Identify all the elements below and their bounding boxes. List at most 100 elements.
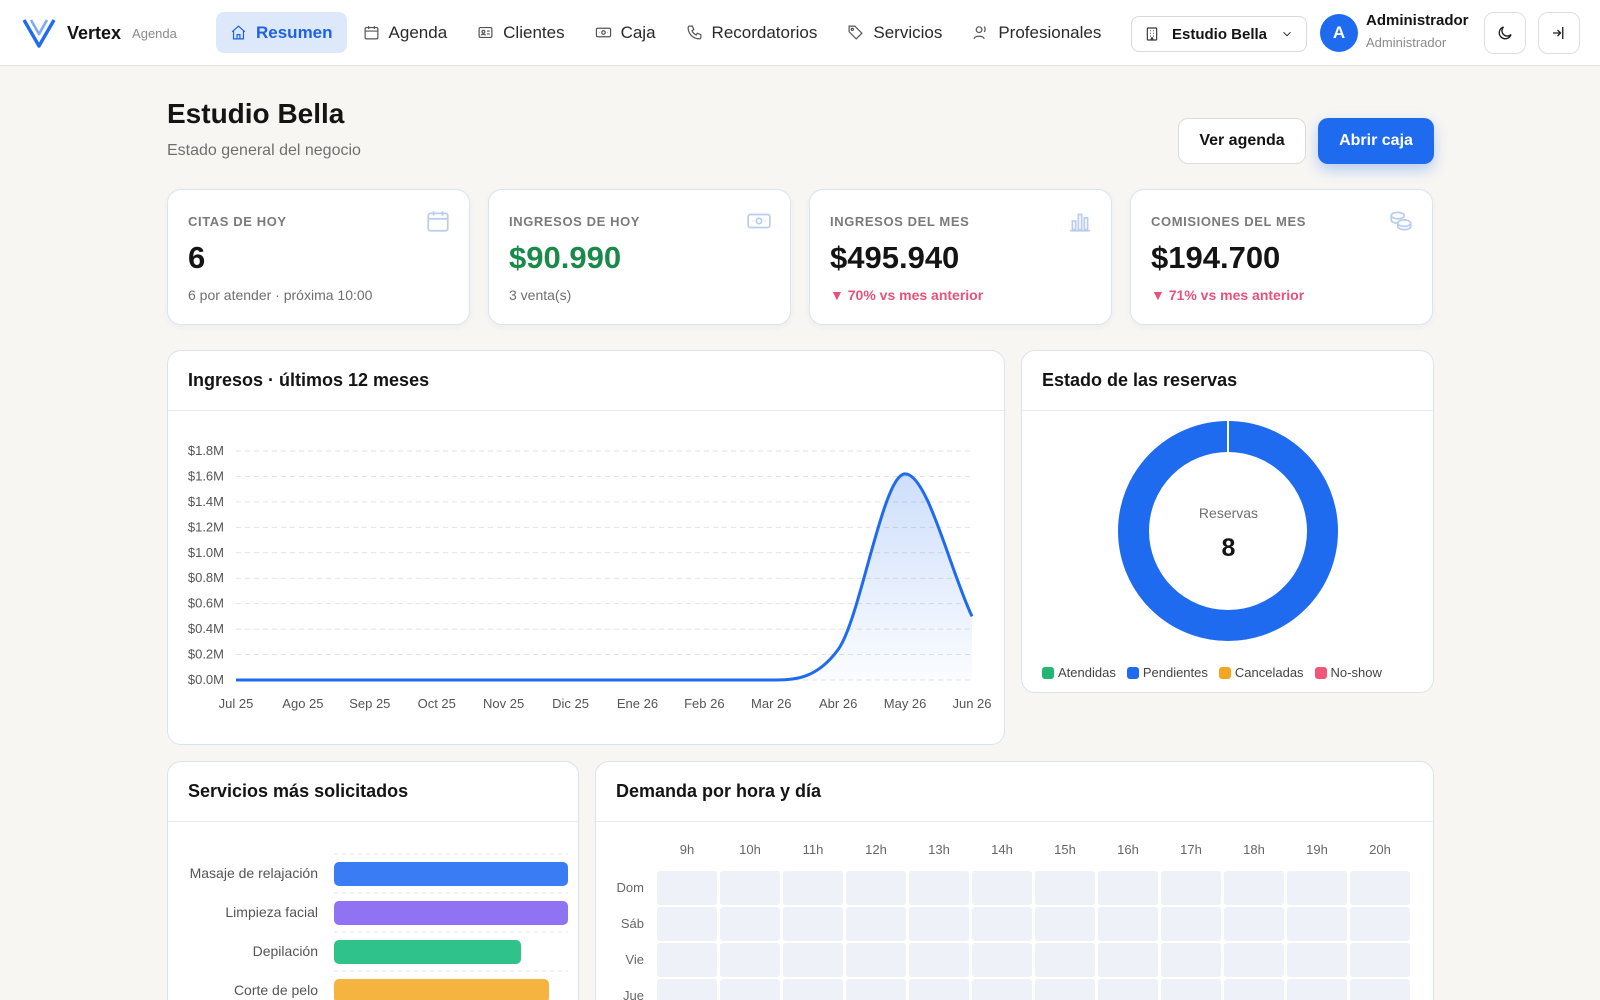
heatmap-cell[interactable]	[657, 871, 717, 905]
service-label: Depilación	[252, 943, 318, 959]
revenue-point[interactable]	[632, 675, 642, 685]
heatmap-cell[interactable]	[1287, 979, 1347, 1000]
service-row[interactable]: Masaje de relajación	[168, 858, 578, 888]
heatmap-cell[interactable]	[720, 871, 780, 905]
revenue-point[interactable]	[432, 675, 442, 685]
service-label: Corte de pelo	[233, 982, 318, 998]
nav-item-agenda[interactable]: Agenda	[349, 12, 462, 53]
revenue-point[interactable]	[499, 675, 509, 685]
heatmap-cell[interactable]	[657, 943, 717, 977]
legend-item-no-show[interactable]: No-show	[1314, 665, 1382, 680]
heatmap-cell[interactable]	[1350, 979, 1410, 1000]
day-label: Vie	[625, 952, 644, 967]
logout-icon	[1553, 27, 1564, 39]
nav-item-caja[interactable]: Caja	[581, 12, 670, 53]
heatmap-cell[interactable]	[1350, 871, 1410, 905]
revenue-point[interactable]	[900, 469, 910, 479]
heatmap-cell[interactable]	[909, 979, 969, 1000]
x-tick-label: Ago 25	[282, 696, 323, 711]
heatmap-cell[interactable]	[1287, 871, 1347, 905]
heatmap-cell[interactable]	[1287, 943, 1347, 977]
service-row[interactable]: Depilación	[168, 936, 578, 966]
heatmap-cell[interactable]	[1035, 871, 1095, 905]
heatmap-cell[interactable]	[783, 943, 843, 977]
heatmap-cell[interactable]	[720, 979, 780, 1000]
panel-title: Demanda por hora y día	[596, 762, 1433, 822]
nav-item-servicios[interactable]: Servicios	[833, 12, 956, 53]
heatmap-cell[interactable]	[783, 979, 843, 1000]
heatmap-cell[interactable]	[720, 943, 780, 977]
legend-item-pendientes[interactable]: Pendientes	[1126, 665, 1208, 680]
heatmap-cell[interactable]	[1224, 907, 1284, 941]
heatmap-cell[interactable]	[1035, 979, 1095, 1000]
nav-item-resumen[interactable]: Resumen	[216, 12, 347, 53]
heatmap-cell[interactable]	[1035, 907, 1095, 941]
heatmap-cell[interactable]	[720, 907, 780, 941]
revenue-point[interactable]	[766, 675, 776, 685]
heatmap-cell[interactable]	[1350, 907, 1410, 941]
nav-label: Caja	[620, 22, 656, 42]
heatmap-cell[interactable]	[1224, 943, 1284, 977]
heatmap-cell[interactable]	[1161, 871, 1221, 905]
heatmap-cell[interactable]	[972, 943, 1032, 977]
heatmap-cell[interactable]	[846, 943, 906, 977]
heatmap-cell[interactable]	[972, 907, 1032, 941]
heatmap-cell[interactable]	[783, 907, 843, 941]
y-tick-label: $0.6M	[188, 596, 224, 611]
calendar-icon	[364, 26, 379, 40]
heatmap-cell[interactable]	[909, 943, 969, 977]
open-cash-register-button[interactable]: Abrir caja	[1318, 118, 1434, 164]
nav-item-profesionales[interactable]: Profesionales	[958, 12, 1115, 53]
heatmap-cell[interactable]	[1224, 979, 1284, 1000]
legend-item-atendidas[interactable]: Atendidas	[1042, 665, 1116, 680]
revenue-point[interactable]	[365, 675, 375, 685]
heatmap-cell[interactable]	[657, 907, 717, 941]
revenue-point[interactable]	[298, 675, 308, 685]
heatmap-cell[interactable]	[1098, 979, 1158, 1000]
heatmap-cell[interactable]	[846, 871, 906, 905]
theme-toggle-button[interactable]	[1484, 12, 1526, 54]
revenue-point[interactable]	[967, 611, 977, 621]
view-agenda-button[interactable]: Ver agenda	[1178, 118, 1306, 164]
donut-slice-pendientes[interactable]	[1118, 421, 1338, 641]
heatmap-cell[interactable]	[972, 979, 1032, 1000]
heatmap-cell[interactable]	[1161, 979, 1221, 1000]
revenue-point[interactable]	[699, 675, 709, 685]
chevron-down-icon	[1283, 31, 1291, 37]
brand[interactable]: Vertex Agenda	[22, 17, 177, 49]
y-tick-label: $0.8M	[188, 570, 224, 585]
heatmap-cell[interactable]	[909, 907, 969, 941]
logout-button[interactable]	[1538, 12, 1580, 54]
heatmap-cell[interactable]	[783, 871, 843, 905]
heatmap-cell[interactable]	[1098, 907, 1158, 941]
studio-select[interactable]: Estudio Bella	[1131, 16, 1307, 52]
id-card-icon	[478, 26, 493, 39]
heatmap-cell[interactable]	[1035, 943, 1095, 977]
heatmap-cell[interactable]	[1350, 943, 1410, 977]
heatmap-cell[interactable]	[909, 871, 969, 905]
service-row[interactable]: Limpieza facial	[168, 897, 578, 927]
heatmap-cell[interactable]	[846, 979, 906, 1000]
donut-center-value: 8	[1221, 534, 1236, 562]
revenue-point[interactable]	[231, 675, 241, 685]
heatmap-cell[interactable]	[657, 979, 717, 1000]
avatar[interactable]: A	[1320, 14, 1358, 52]
heatmap-cell[interactable]	[1224, 871, 1284, 905]
heatmap-cell[interactable]	[1098, 943, 1158, 977]
heatmap-cell[interactable]	[1161, 943, 1221, 977]
heatmap-cell[interactable]	[1098, 871, 1158, 905]
revenue-point[interactable]	[566, 675, 576, 685]
heatmap-cell[interactable]	[972, 871, 1032, 905]
legend-item-canceladas[interactable]: Canceladas	[1218, 665, 1304, 680]
revenue-point[interactable]	[833, 644, 843, 654]
legend-swatch	[1126, 666, 1139, 679]
nav-item-recordatorios[interactable]: Recordatorios	[672, 12, 832, 53]
legend-swatch	[1218, 666, 1231, 679]
heatmap-cell[interactable]	[846, 907, 906, 941]
nav-label: Clientes	[503, 22, 565, 42]
panel-title: Ingresos · últimos 12 meses	[168, 351, 1004, 411]
service-row[interactable]: Corte de pelo	[168, 975, 578, 1000]
heatmap-cell[interactable]	[1161, 907, 1221, 941]
heatmap-cell[interactable]	[1287, 907, 1347, 941]
nav-item-clientes[interactable]: Clientes	[463, 12, 578, 53]
